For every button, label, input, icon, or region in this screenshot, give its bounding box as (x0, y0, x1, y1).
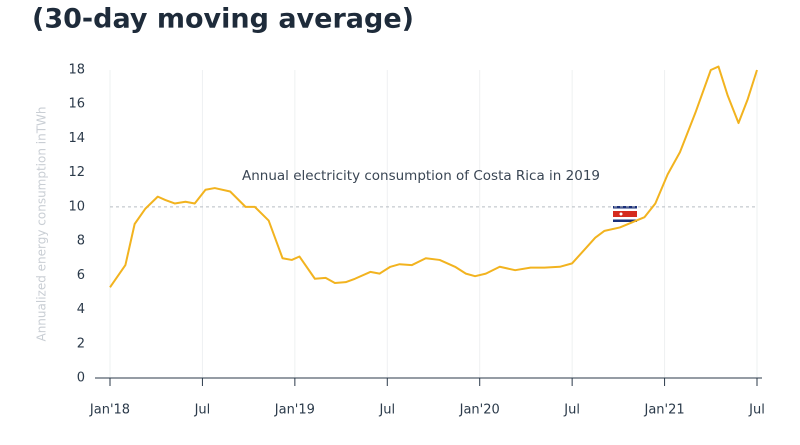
x-tick-label: Jan'21 (643, 403, 684, 418)
x-tick-label: Jan'20 (459, 403, 500, 418)
y-tick-label: 4 (77, 302, 85, 317)
reference-label: Annual electricity consumption of Costa … (242, 168, 600, 184)
data-line (109, 65, 758, 288)
x-tick-label: Jul (378, 403, 395, 418)
x-tick-label: Jul (194, 403, 211, 418)
x-tick-label: Jul (748, 403, 765, 418)
y-tick-label: 6 (77, 268, 85, 283)
y-tick-label: 16 (68, 97, 85, 112)
y-tick-label: 0 (77, 371, 85, 386)
y-tick-label: 8 (77, 234, 85, 249)
x-tick-label: Jul (563, 403, 580, 418)
y-tick-label: 10 (68, 199, 85, 214)
y-tick-label: 18 (68, 63, 85, 78)
y-tick-label: 2 (77, 336, 85, 351)
x-tick-label: Jan'18 (89, 403, 130, 418)
y-axis-label: Annualized energy consumption inTWh (35, 106, 49, 341)
y-tick-label: 12 (68, 165, 85, 180)
y-tick-label: 14 (68, 131, 85, 146)
chart-title: (30-day moving average) (32, 4, 414, 35)
x-tick-label: Jan'19 (274, 403, 315, 418)
flag (613, 206, 637, 222)
